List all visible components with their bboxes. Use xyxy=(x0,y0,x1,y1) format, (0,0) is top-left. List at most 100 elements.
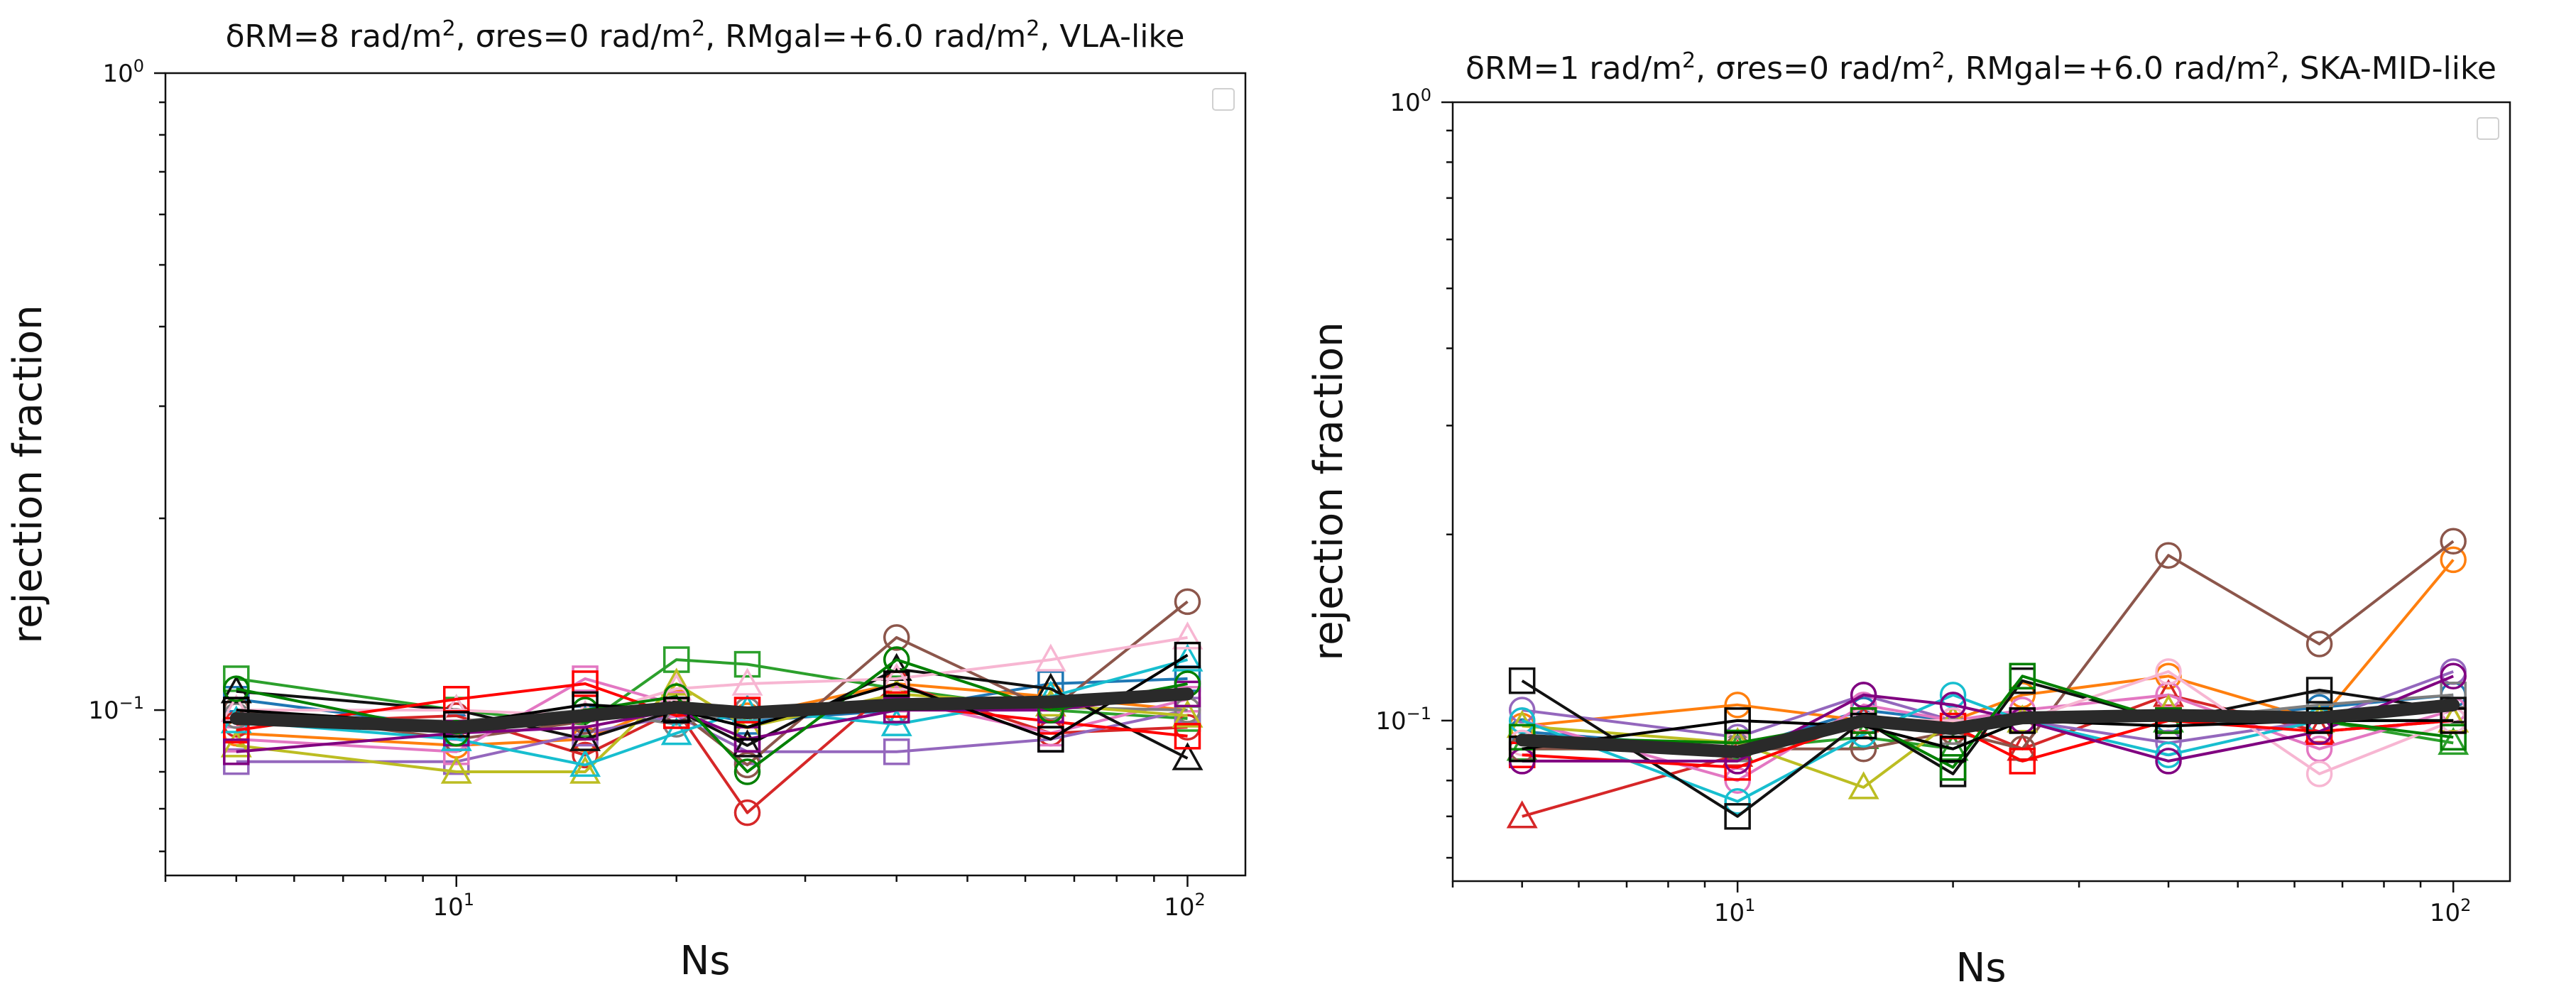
y-tick-label-base: 10 xyxy=(102,60,133,88)
data-point-marker xyxy=(1850,682,1877,709)
y-axis-label: rejection fraction xyxy=(1306,322,1352,660)
x-axis-label: Ns xyxy=(680,938,730,984)
data-point-marker xyxy=(1174,588,1201,616)
data-point-marker xyxy=(1508,707,1536,734)
y-tick-label-base: 10 xyxy=(1390,89,1420,117)
series-line xyxy=(236,635,1188,717)
data-point-marker xyxy=(440,723,472,751)
data-point-marker xyxy=(883,670,910,697)
data-point-marker xyxy=(220,729,252,758)
data-point-marker xyxy=(1037,726,1064,753)
title-superscript: 2 xyxy=(1682,48,1696,73)
x-tick-label: 102 xyxy=(1164,890,1206,922)
data-point-marker xyxy=(2438,704,2469,733)
data-point-marker xyxy=(1724,692,1751,719)
data-point-marker xyxy=(1172,621,1204,650)
data-point-marker xyxy=(2438,726,2469,755)
data-point-marker xyxy=(883,738,910,765)
x-tick-label-exponent: 2 xyxy=(2460,895,2471,915)
x-tick-label: 101 xyxy=(432,890,474,922)
data-point-marker xyxy=(572,670,599,697)
chart-panel-1: δRM=8 rad/m2, σres=0 rad/m2, RMgal=+6.0 … xyxy=(5,16,1247,984)
y-tick-label-exponent: −1 xyxy=(1407,704,1431,724)
legend xyxy=(2477,117,2499,140)
y-tick-label-exponent: 0 xyxy=(133,56,144,76)
x-tick-label: 101 xyxy=(1714,895,1756,927)
data-point-marker xyxy=(1939,692,1967,719)
title-superscript: 2 xyxy=(1932,48,1945,73)
data-point-marker xyxy=(1506,800,1538,829)
series-line xyxy=(236,692,1188,753)
y-tick-label: 10−1 xyxy=(1375,704,1431,736)
data-point-marker xyxy=(880,662,912,691)
data-point-marker xyxy=(2305,760,2333,787)
data-point-marker xyxy=(733,751,761,779)
data-point-marker xyxy=(1939,735,1967,763)
title-superscript: 2 xyxy=(442,16,456,41)
data-point-marker xyxy=(1848,771,1879,799)
y-tick-label: 10−1 xyxy=(88,693,144,725)
data-point-marker xyxy=(2155,748,2182,775)
data-point-marker xyxy=(1508,697,1536,724)
series-line xyxy=(236,667,1189,760)
y-tick-label-exponent: 0 xyxy=(1421,85,1431,105)
y-axis-label: rejection fraction xyxy=(5,305,51,643)
mean-line xyxy=(229,687,1194,734)
title-segment: , SKA-MID-like xyxy=(2280,50,2496,87)
data-point-marker xyxy=(2440,528,2467,555)
chart-title: δRM=8 rad/m2, σres=0 rad/m2, RMgal=+6.0 … xyxy=(226,16,1185,55)
data-point-marker xyxy=(2155,542,2182,569)
x-tick-label-exponent: 1 xyxy=(464,890,474,910)
series-line xyxy=(1522,719,2454,769)
data-point-marker xyxy=(1035,643,1066,672)
data-point-marker xyxy=(2155,741,2182,768)
data-point-marker xyxy=(731,729,763,758)
x-tick-label-exponent: 1 xyxy=(1745,895,1755,915)
data-point-marker xyxy=(569,723,601,751)
legend xyxy=(1212,88,1235,111)
title-superscript: 2 xyxy=(2266,48,2280,73)
data-point-marker xyxy=(223,738,250,765)
y-tick-label: 100 xyxy=(1390,85,1431,117)
data-point-marker xyxy=(2440,724,2467,751)
title-segment: δRM=8 rad/m xyxy=(226,18,442,55)
data-point-marker xyxy=(440,755,472,784)
data-point-marker xyxy=(572,741,599,769)
title-superscript: 2 xyxy=(692,16,705,41)
data-point-marker xyxy=(2305,630,2333,657)
plot-area xyxy=(220,588,1204,826)
series-line xyxy=(1522,693,2454,782)
data-point-marker xyxy=(1850,735,1877,763)
data-point-marker xyxy=(1172,742,1204,770)
title-segment: , RMgal=+6.0 rad/m xyxy=(705,18,1026,55)
x-tick-label-base: 10 xyxy=(432,893,463,922)
data-point-marker xyxy=(223,675,250,702)
title-superscript: 2 xyxy=(1026,16,1039,41)
data-point-marker xyxy=(1724,788,1751,815)
plot-area xyxy=(1506,528,2469,830)
axes-frame xyxy=(1451,101,2511,883)
x-tick-label-exponent: 2 xyxy=(1194,890,1205,910)
data-point-marker xyxy=(2153,679,2185,707)
data-point-marker xyxy=(1174,641,1201,669)
x-tick-label: 102 xyxy=(2430,895,2472,927)
y-tick-label-base: 10 xyxy=(88,697,119,725)
title-segment: , RMgal=+6.0 rad/m xyxy=(1945,50,2266,87)
data-point-marker xyxy=(569,748,601,777)
data-point-marker xyxy=(2440,662,2467,690)
x-axis-label: Ns xyxy=(1955,945,2006,991)
data-point-marker xyxy=(1174,723,1201,750)
axes-frame xyxy=(164,72,1247,877)
y-tick-label: 100 xyxy=(102,56,144,88)
data-point-marker xyxy=(1724,803,1751,830)
data-point-marker xyxy=(2009,748,2036,775)
data-point-marker xyxy=(223,665,250,692)
data-point-marker xyxy=(1939,682,1967,709)
x-tick-label-base: 10 xyxy=(1714,899,1745,927)
series-line xyxy=(1521,693,2454,803)
y-tick-label-exponent: −1 xyxy=(119,693,144,713)
data-point-marker xyxy=(731,667,763,696)
x-tick-label-base: 10 xyxy=(2430,899,2460,927)
data-point-marker xyxy=(1724,707,1751,734)
